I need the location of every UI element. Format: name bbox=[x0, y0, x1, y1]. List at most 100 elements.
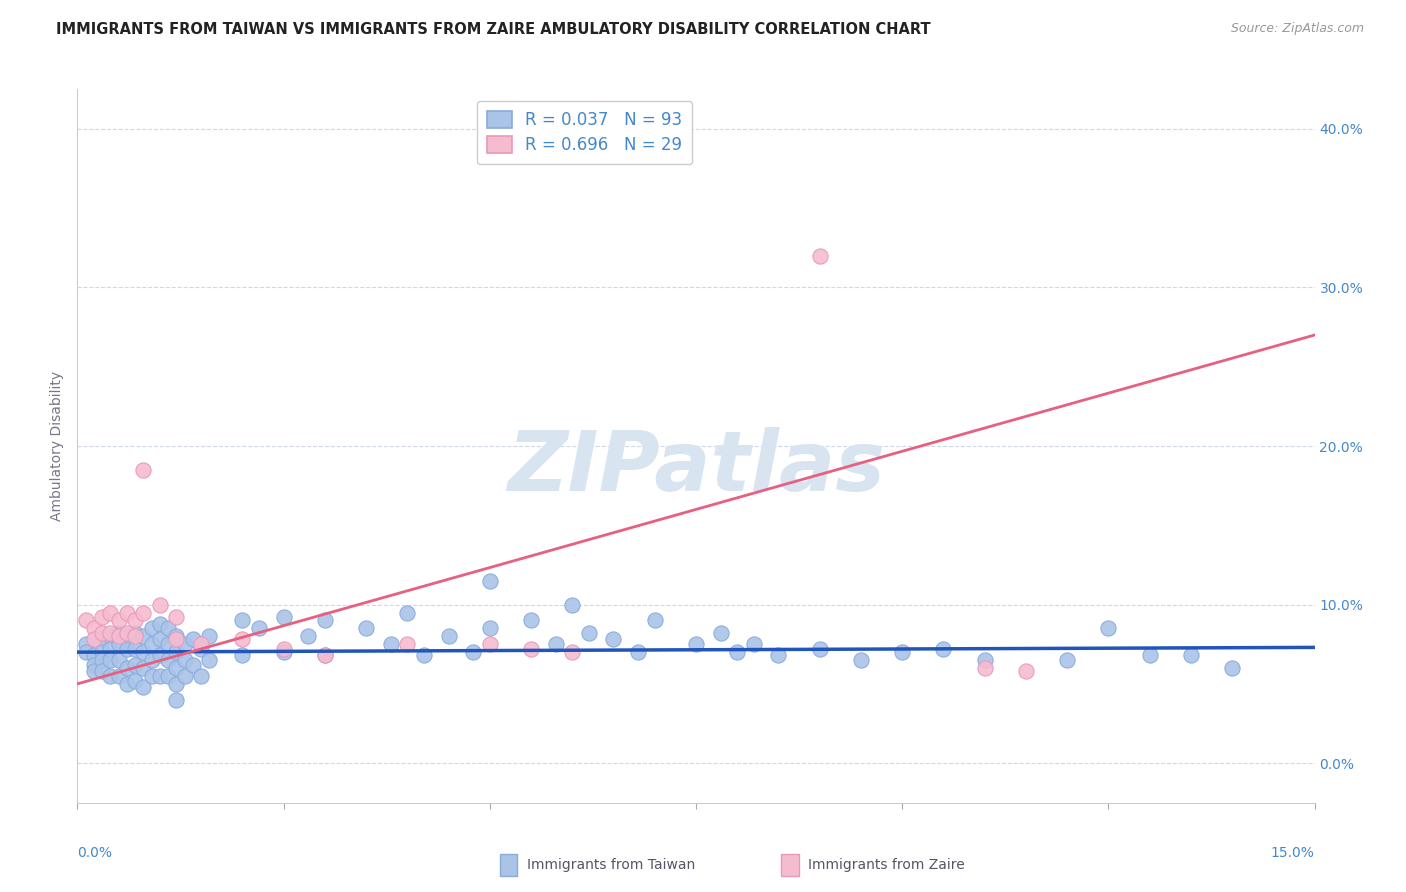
Point bbox=[98, 606, 121, 620]
Point bbox=[91, 664, 114, 678]
Point bbox=[520, 614, 543, 628]
Point bbox=[314, 614, 336, 628]
Point bbox=[115, 626, 138, 640]
Point bbox=[165, 610, 187, 624]
Point bbox=[115, 642, 138, 657]
Point bbox=[561, 598, 583, 612]
Point bbox=[124, 657, 146, 672]
Point bbox=[132, 645, 155, 659]
Point bbox=[75, 637, 97, 651]
Point bbox=[165, 677, 187, 691]
Point bbox=[231, 648, 253, 663]
Point bbox=[973, 653, 995, 667]
Point bbox=[725, 645, 748, 659]
Text: 0.0%: 0.0% bbox=[77, 846, 112, 860]
Point bbox=[165, 661, 187, 675]
Point bbox=[75, 645, 97, 659]
Point bbox=[463, 645, 485, 659]
Point bbox=[644, 614, 666, 628]
Point bbox=[124, 642, 146, 657]
Point bbox=[273, 642, 295, 657]
Point bbox=[165, 645, 187, 659]
Point bbox=[107, 669, 129, 683]
Point bbox=[1097, 621, 1119, 635]
Point bbox=[141, 653, 163, 667]
Point bbox=[83, 657, 105, 672]
Point bbox=[157, 637, 180, 651]
Point bbox=[578, 626, 600, 640]
Point bbox=[132, 606, 155, 620]
Point bbox=[396, 637, 419, 651]
Text: ZIPatlas: ZIPatlas bbox=[508, 427, 884, 508]
Point bbox=[396, 606, 419, 620]
Point bbox=[602, 632, 624, 647]
Point bbox=[115, 606, 138, 620]
Point bbox=[124, 626, 146, 640]
Point bbox=[149, 632, 172, 647]
Point bbox=[231, 632, 253, 647]
Point bbox=[190, 642, 212, 657]
Point bbox=[98, 629, 121, 643]
Point bbox=[149, 648, 172, 663]
Point bbox=[973, 661, 995, 675]
Point bbox=[149, 669, 172, 683]
Point bbox=[141, 637, 163, 651]
Point bbox=[141, 621, 163, 635]
Point bbox=[627, 645, 650, 659]
Point bbox=[98, 642, 121, 657]
Point bbox=[273, 610, 295, 624]
Point bbox=[157, 621, 180, 635]
Point bbox=[141, 669, 163, 683]
Point bbox=[710, 626, 733, 640]
Point bbox=[768, 648, 790, 663]
Point bbox=[98, 626, 121, 640]
Point bbox=[157, 669, 180, 683]
Point bbox=[314, 648, 336, 663]
Point bbox=[83, 632, 105, 647]
Point bbox=[742, 637, 765, 651]
Text: Immigrants from Zaire: Immigrants from Zaire bbox=[808, 858, 965, 872]
Point bbox=[437, 629, 460, 643]
Point bbox=[91, 645, 114, 659]
Point bbox=[149, 598, 172, 612]
Point bbox=[478, 637, 501, 651]
Point bbox=[115, 629, 138, 643]
Point bbox=[685, 637, 707, 651]
Point bbox=[198, 653, 221, 667]
Point bbox=[181, 632, 204, 647]
Point bbox=[1139, 648, 1161, 663]
Point bbox=[1180, 648, 1202, 663]
Point bbox=[91, 626, 114, 640]
Point bbox=[132, 680, 155, 694]
Point bbox=[149, 616, 172, 631]
Point bbox=[173, 653, 195, 667]
Point bbox=[808, 249, 831, 263]
Point bbox=[273, 645, 295, 659]
Point bbox=[83, 621, 105, 635]
Point bbox=[107, 653, 129, 667]
Point bbox=[83, 648, 105, 663]
Point bbox=[181, 657, 204, 672]
Point bbox=[354, 621, 377, 635]
Point bbox=[849, 653, 872, 667]
Point bbox=[165, 632, 187, 647]
Point bbox=[124, 614, 146, 628]
Point bbox=[190, 669, 212, 683]
Point bbox=[75, 614, 97, 628]
Legend: R = 0.037   N = 93, R = 0.696   N = 29: R = 0.037 N = 93, R = 0.696 N = 29 bbox=[477, 101, 692, 164]
Point bbox=[231, 614, 253, 628]
Point bbox=[132, 629, 155, 643]
Point bbox=[808, 642, 831, 657]
Point bbox=[380, 637, 402, 651]
Point bbox=[165, 629, 187, 643]
Point bbox=[132, 463, 155, 477]
Point bbox=[91, 653, 114, 667]
Point bbox=[83, 664, 105, 678]
Point bbox=[173, 637, 195, 651]
Point bbox=[561, 645, 583, 659]
Point bbox=[91, 610, 114, 624]
Text: Immigrants from Taiwan: Immigrants from Taiwan bbox=[527, 858, 696, 872]
Point bbox=[932, 642, 955, 657]
Point bbox=[891, 645, 914, 659]
Point bbox=[1220, 661, 1243, 675]
